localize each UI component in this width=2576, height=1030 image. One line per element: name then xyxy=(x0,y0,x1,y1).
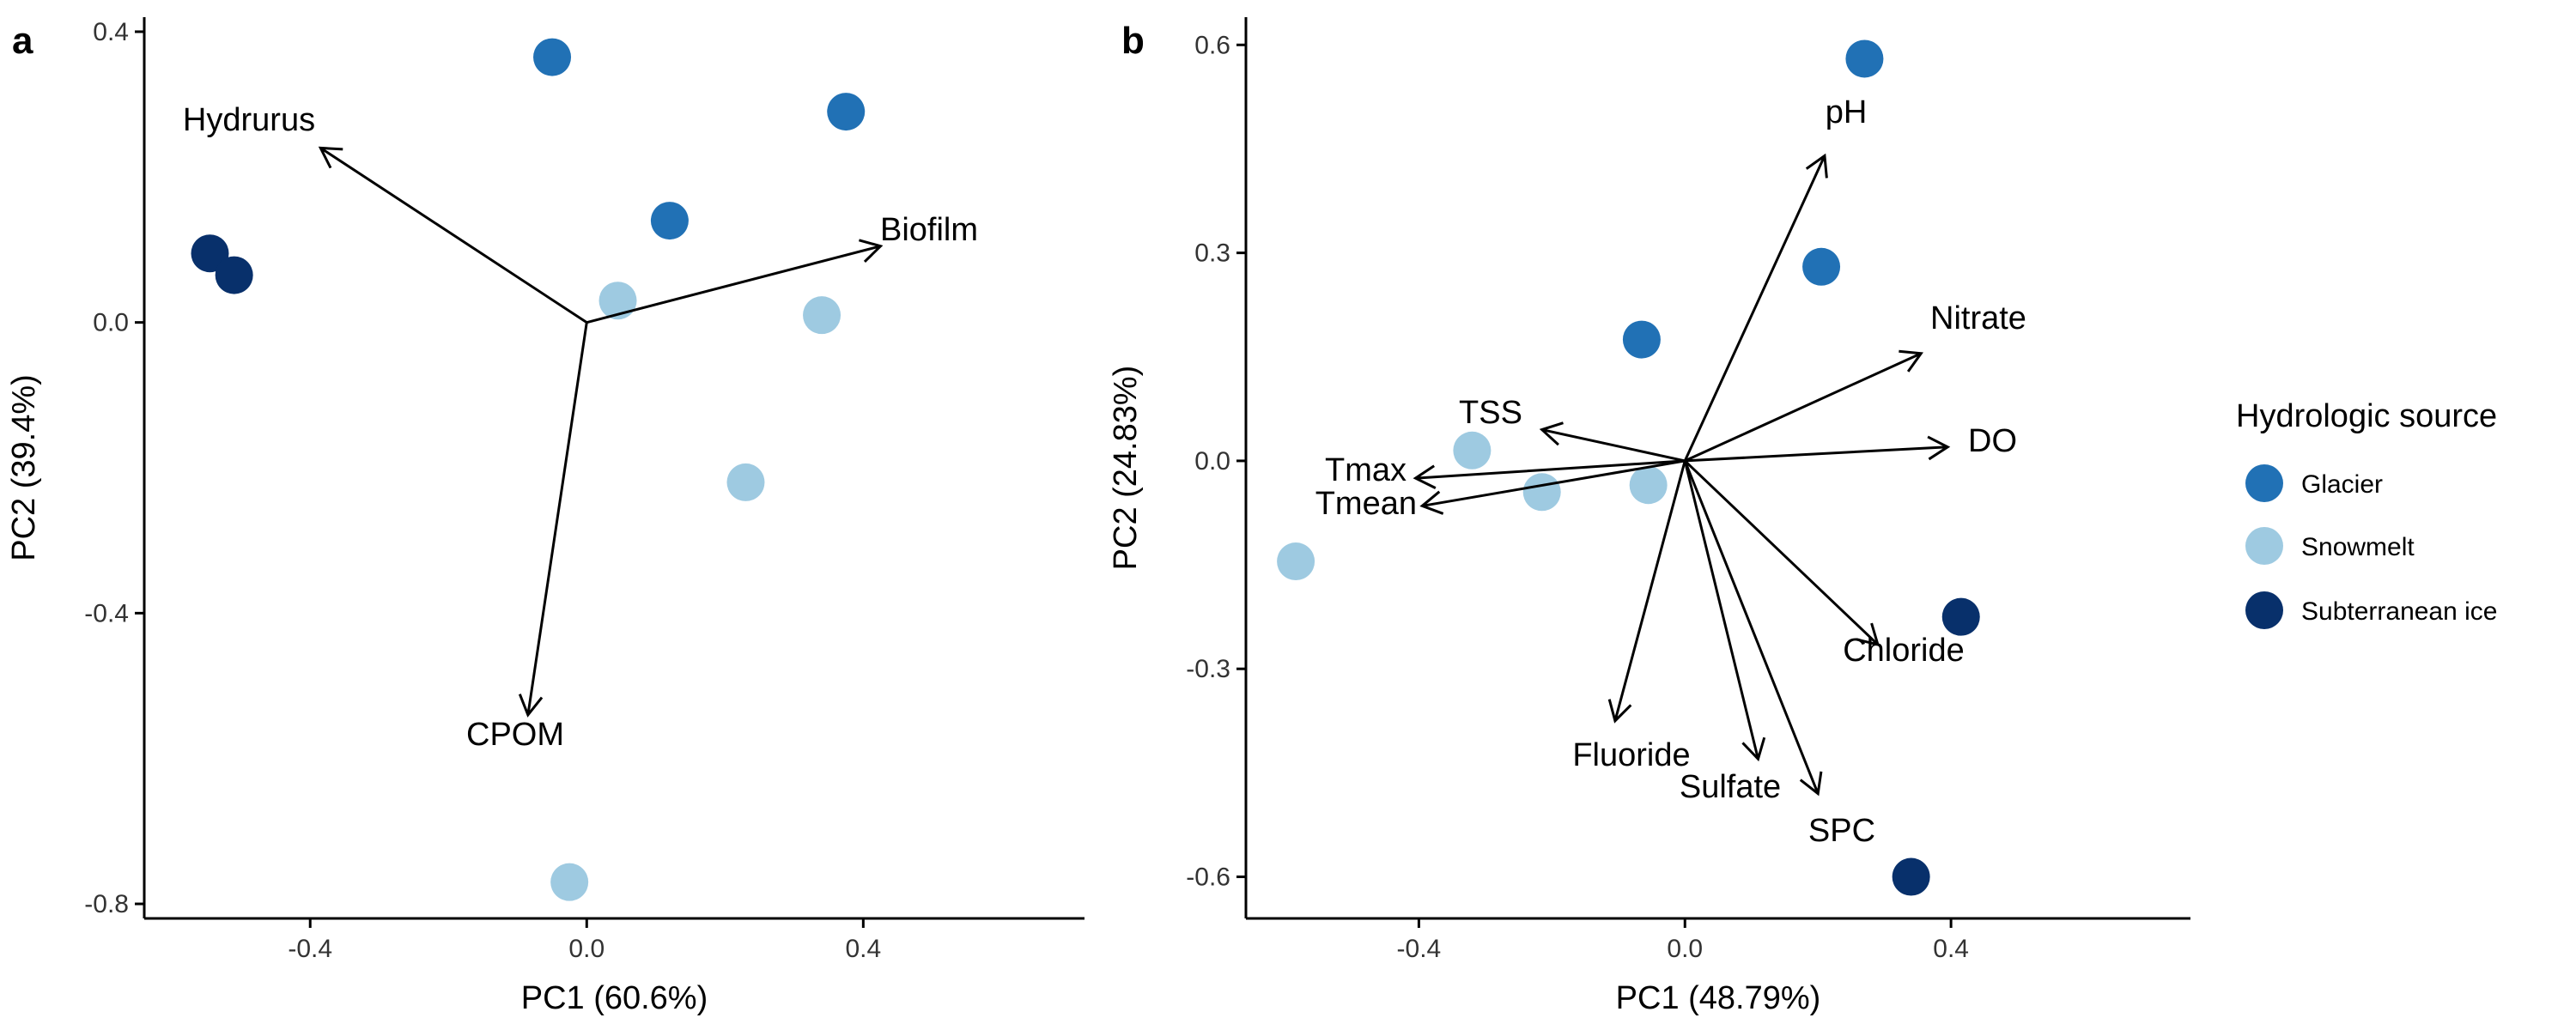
panel-b-y-axis-title: PC2 (24.83%) xyxy=(1108,366,1144,571)
panel-b-vector-arrow-fluoride xyxy=(1607,460,1686,724)
panel-a-x-tick-label: 0.4 xyxy=(845,935,881,963)
panel-b-vector-arrow-tmax xyxy=(1413,459,1686,489)
legend-key-subterranean-ice xyxy=(2245,591,2283,629)
panel-b-vector-label-chloride: Chloride xyxy=(1843,633,1965,669)
panel-a-point-glacier xyxy=(533,38,572,76)
panel-a-vector-arrow-biofilm xyxy=(586,239,884,324)
panel-b-vector-label-tmax: Tmax xyxy=(1325,452,1406,488)
panel-a-y-axis-title: PC2 (39.4%) xyxy=(6,374,42,561)
panel-a-y-tick-label: 0.4 xyxy=(93,18,129,46)
legend-label-subterranean-ice: Subterranean ice xyxy=(2301,597,2498,626)
panel-b-point-snowmelt xyxy=(1629,466,1668,505)
panel-a-point-glacier xyxy=(650,202,689,240)
panel-b-x-tick-label: 0.0 xyxy=(1667,935,1703,963)
panel-b-vector-label-do: DO xyxy=(1968,423,2017,459)
panel-b-vector-label-nitrate: Nitrate xyxy=(1930,300,2026,336)
panel-b-point-subterranean-ice xyxy=(1941,597,1980,636)
panel-b-point-snowmelt xyxy=(1453,431,1492,470)
panel-b-vector-label-sulfate: Sulfate xyxy=(1680,769,1781,805)
panel-a-vector-label-biofilm: Biofilm xyxy=(880,212,978,248)
panel-b-point-glacier xyxy=(1622,320,1661,359)
panel-a-y-tick-label: -0.8 xyxy=(84,890,129,918)
panel-b-point-snowmelt xyxy=(1277,542,1315,581)
panel-a-vector-label-cpom: CPOM xyxy=(466,717,564,753)
panel-b-vector-label-spc: SPC xyxy=(1808,813,1875,849)
panel-b-point-glacier xyxy=(1802,247,1841,286)
panel-b-vector-arrow-sulfate xyxy=(1683,460,1766,762)
panel-b-vector-arrow-ph xyxy=(1683,153,1828,462)
panel-b-label: b xyxy=(1121,20,1145,62)
panel-b-x-axis-title: PC1 (48.79%) xyxy=(1616,980,1821,1016)
legend-key-snowmelt xyxy=(2245,527,2283,565)
panel-a: a -0.4 0.0 0.4 -0.8 -0.4 0.0 0.4 PC1 (60.6%) PC2 … xyxy=(6,17,1084,1016)
panel-b-y-tick-label: -0.6 xyxy=(1186,863,1230,892)
panel-a-y-tick-label: -0.4 xyxy=(84,599,129,627)
panel-b-x-tick-label: -0.4 xyxy=(1397,935,1442,963)
panel-b-vector-arrow-do xyxy=(1685,435,1951,463)
panel-b-vector-arrow-nitrate xyxy=(1684,349,1924,463)
legend-title: Hydrologic source xyxy=(2236,398,2497,434)
panel-a-x-tick-label: 0.0 xyxy=(568,935,605,963)
panel-a-vector-arrow-cpom xyxy=(518,322,588,718)
panel-b-vector-arrow-chloride xyxy=(1684,459,1880,647)
panel-b-point-subterranean-ice xyxy=(1892,857,1930,896)
panel-a-point-subterranean-ice xyxy=(215,256,253,294)
panel-b-vector-arrow-spc xyxy=(1683,460,1823,797)
panel-b-vector-label-ph: pH xyxy=(1826,94,1868,130)
panel-a-point-snowmelt xyxy=(726,463,765,501)
legend-key-glacier xyxy=(2245,464,2283,502)
panel-a-x-tick-label: -0.4 xyxy=(288,935,332,963)
panel-b-y-tick-label: 0.0 xyxy=(1194,447,1230,476)
panel-b: b -0.4 0.0 0.4 -0.6 -0.3 0.0 0.3 0.6 PC1 (48.79%)… xyxy=(1108,17,2190,1016)
panel-b-y-tick-label: 0.3 xyxy=(1194,239,1230,268)
panel-a-point-subterranean-ice xyxy=(191,234,229,273)
panel-b-vector-arrow-tss xyxy=(1539,421,1686,463)
panel-b-vector-label-fluoride: Fluoride xyxy=(1572,737,1690,773)
panel-b-point-snowmelt xyxy=(1522,473,1561,512)
legend: Hydrologic source Glacier Snowmelt Subte… xyxy=(2236,398,2498,629)
panel-a-point-glacier xyxy=(827,93,866,131)
panel-a-point-snowmelt xyxy=(803,296,841,335)
panel-b-vector-arrow-tmean xyxy=(1419,459,1686,515)
panel-b-vector-label-tmean: Tmean xyxy=(1315,486,1417,522)
panel-b-vector-label-tss: TSS xyxy=(1459,395,1522,431)
panel-a-label: a xyxy=(12,20,33,62)
panel-a-vector-arrow-hydrurus xyxy=(318,146,588,324)
panel-b-point-glacier xyxy=(1845,39,1884,78)
legend-label-glacier: Glacier xyxy=(2301,470,2383,499)
panel-b-x-tick-label: 0.4 xyxy=(1933,935,1969,963)
legend-label-snowmelt: Snowmelt xyxy=(2301,533,2415,561)
panel-a-x-axis-title: PC1 (60.6%) xyxy=(521,980,708,1016)
panel-a-point-snowmelt xyxy=(598,282,637,320)
panel-a-y-tick-label: 0.0 xyxy=(93,309,129,337)
panel-a-vector-label-hydrurus: Hydrurus xyxy=(183,102,315,138)
panel-b-y-tick-label: -0.3 xyxy=(1186,655,1230,683)
panel-a-point-snowmelt xyxy=(550,863,589,901)
panel-b-y-tick-label: 0.6 xyxy=(1194,31,1230,59)
